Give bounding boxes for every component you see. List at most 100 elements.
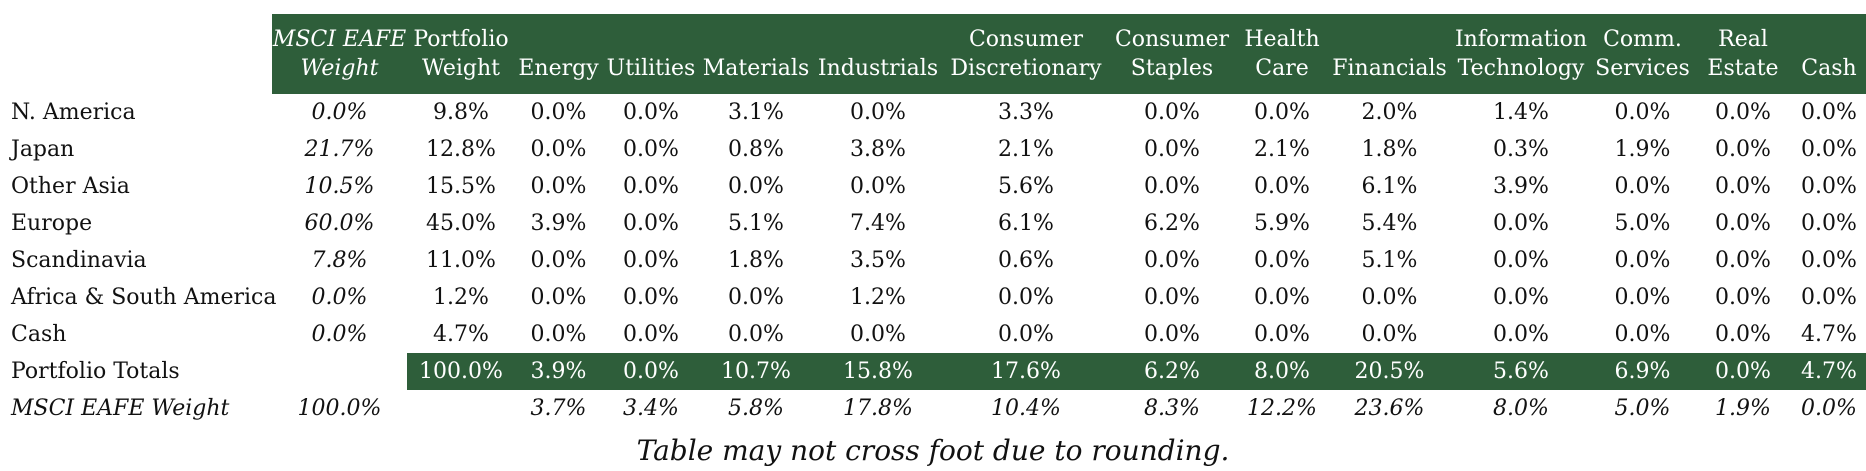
- cell-energy: 0.0%: [530, 174, 587, 199]
- cell-materials: 0.0%: [728, 174, 784, 199]
- cell-consumer-staples: 0.0%: [1144, 100, 1200, 125]
- column-header-line: [602, 25, 700, 54]
- cell-cash: 4.7%: [1792, 353, 1866, 390]
- header-row: MSCI EAFE Weight Portfolio Weight Energy Ut…: [0, 14, 1866, 94]
- cell-consumer-discretionary: 3.3%: [998, 100, 1054, 125]
- row-label: N. America: [11, 100, 136, 125]
- cell-comm-services: 6.9%: [1591, 353, 1694, 390]
- row-label: Portfolio Totals: [11, 359, 180, 384]
- cell-msci-weight: 60.0%: [304, 211, 375, 236]
- cell-real-estate: 0.0%: [1715, 100, 1771, 125]
- cell-industrials: 17.8%: [843, 396, 913, 421]
- cell-information-technology: 0.0%: [1493, 285, 1549, 310]
- column-header-comm-services: Comm. Services: [1591, 14, 1694, 94]
- cell-consumer-staples: 0.0%: [1144, 285, 1200, 310]
- row-label: Europe: [11, 211, 93, 236]
- cell-information-technology: 0.0%: [1493, 248, 1549, 273]
- cell-portfolio-weight: 100.0%: [407, 353, 515, 390]
- cell-real-estate: 0.0%: [1715, 285, 1771, 310]
- column-header-line: Care: [1255, 56, 1309, 81]
- cell-cash: 0.0%: [1801, 211, 1857, 236]
- cell-portfolio-weight: 15.5%: [426, 174, 496, 199]
- cell-cash: 0.0%: [1801, 100, 1857, 125]
- cell-portfolio-weight: 1.2%: [433, 285, 489, 310]
- column-header-industrials: Industrials: [812, 14, 944, 94]
- column-header-line: [700, 25, 812, 54]
- column-header-cash: Cash: [1792, 14, 1866, 94]
- cell-financials: 5.1%: [1361, 248, 1418, 273]
- column-header-consumer-staples: Consumer Staples: [1108, 14, 1236, 94]
- cell-cash: 4.7%: [1801, 322, 1857, 347]
- cell-consumer-staples: 0.0%: [1144, 248, 1200, 273]
- column-header-materials: Materials: [700, 14, 812, 94]
- cell-information-technology: 8.0%: [1493, 396, 1549, 421]
- cell-portfolio-weight: [407, 390, 515, 427]
- cell-msci-weight: 0.0%: [311, 322, 368, 347]
- cell-materials: 10.7%: [700, 353, 812, 390]
- cell-msci-weight: 7.8%: [311, 248, 368, 273]
- cell-consumer-discretionary: 17.6%: [944, 353, 1108, 390]
- column-header-line: Staples: [1130, 56, 1214, 81]
- column-header-line: Technology: [1457, 56, 1585, 81]
- cell-energy: 0.0%: [530, 100, 587, 125]
- row-label: Africa & South America: [11, 285, 277, 310]
- column-header-line: Discretionary: [950, 56, 1102, 81]
- cell-real-estate: 0.0%: [1715, 211, 1771, 236]
- cell-consumer-staples: 6.2%: [1108, 353, 1236, 390]
- cell-consumer-discretionary: 6.1%: [998, 211, 1054, 236]
- cell-financials: 23.6%: [1354, 396, 1425, 421]
- cell-energy: 0.0%: [530, 137, 587, 162]
- cell-comm-services: 0.0%: [1614, 322, 1671, 347]
- cell-cash: 0.0%: [1801, 248, 1857, 273]
- cell-health-care: 2.1%: [1254, 137, 1310, 162]
- cell-consumer-staples: 0.0%: [1144, 137, 1200, 162]
- cell-utilities: 0.0%: [623, 174, 679, 199]
- column-header-portfolio-weight: Portfolio Weight: [407, 14, 515, 94]
- cell-energy: 0.0%: [530, 248, 587, 273]
- cell-utilities: 0.0%: [623, 322, 679, 347]
- table-row: Cash 0.0% 4.7% 0.0% 0.0% 0.0% 0.0% 0.0% 0.0% 0.0%…: [0, 316, 1866, 353]
- column-header-consumer-discretionary: Consumer Discretionary: [944, 14, 1108, 94]
- cell-health-care: 0.0%: [1254, 285, 1310, 310]
- cell-health-care: 0.0%: [1254, 248, 1310, 273]
- cell-materials: 0.0%: [728, 322, 784, 347]
- cell-information-technology: 0.3%: [1493, 137, 1549, 162]
- column-header-line: Utilities: [606, 56, 696, 81]
- column-header-line: [515, 25, 602, 54]
- column-header-line: Cash: [1801, 56, 1857, 81]
- cell-health-care: 0.0%: [1254, 174, 1310, 199]
- cell-consumer-discretionary: 10.4%: [991, 396, 1061, 421]
- column-header-line: [812, 25, 944, 54]
- cell-industrials: 0.0%: [850, 174, 906, 199]
- cell-financials: 2.0%: [1361, 100, 1418, 125]
- cell-utilities: 0.0%: [602, 353, 700, 390]
- cell-industrials: 15.8%: [812, 353, 944, 390]
- cell-health-care: 8.0%: [1236, 353, 1328, 390]
- column-header-line: [1328, 25, 1451, 54]
- cell-real-estate: 0.0%: [1694, 353, 1792, 390]
- cell-energy: 3.9%: [515, 353, 602, 390]
- cell-real-estate: 0.0%: [1715, 137, 1771, 162]
- cell-energy: 3.9%: [530, 211, 587, 236]
- column-header-line: Weight: [300, 56, 379, 81]
- column-header-msci-weight: MSCI EAFE Weight: [272, 14, 407, 94]
- cell-comm-services: 0.0%: [1614, 100, 1671, 125]
- cell-utilities: 0.0%: [623, 211, 679, 236]
- cell-materials: 3.1%: [728, 100, 784, 125]
- cell-industrials: 0.0%: [850, 100, 906, 125]
- cell-industrials: 7.4%: [850, 211, 906, 236]
- table-row: Europe 60.0% 45.0% 3.9% 0.0% 5.1% 7.4% 6.1% 6.2%…: [0, 205, 1866, 242]
- cell-industrials: 3.8%: [850, 137, 906, 162]
- column-header-line: Materials: [702, 56, 810, 81]
- column-header-line: Portfolio: [413, 27, 509, 52]
- row-label: Scandinavia: [11, 248, 147, 273]
- cell-information-technology: 0.0%: [1493, 322, 1549, 347]
- cell-portfolio-weight: 4.7%: [433, 322, 489, 347]
- column-header-line: Weight: [422, 56, 500, 81]
- cell-comm-services: 1.9%: [1614, 137, 1671, 162]
- cell-msci-weight: 10.5%: [304, 174, 375, 199]
- cell-consumer-discretionary: 0.0%: [998, 322, 1054, 347]
- cell-msci-weight: 21.7%: [304, 137, 375, 162]
- cell-cash: 0.0%: [1801, 285, 1857, 310]
